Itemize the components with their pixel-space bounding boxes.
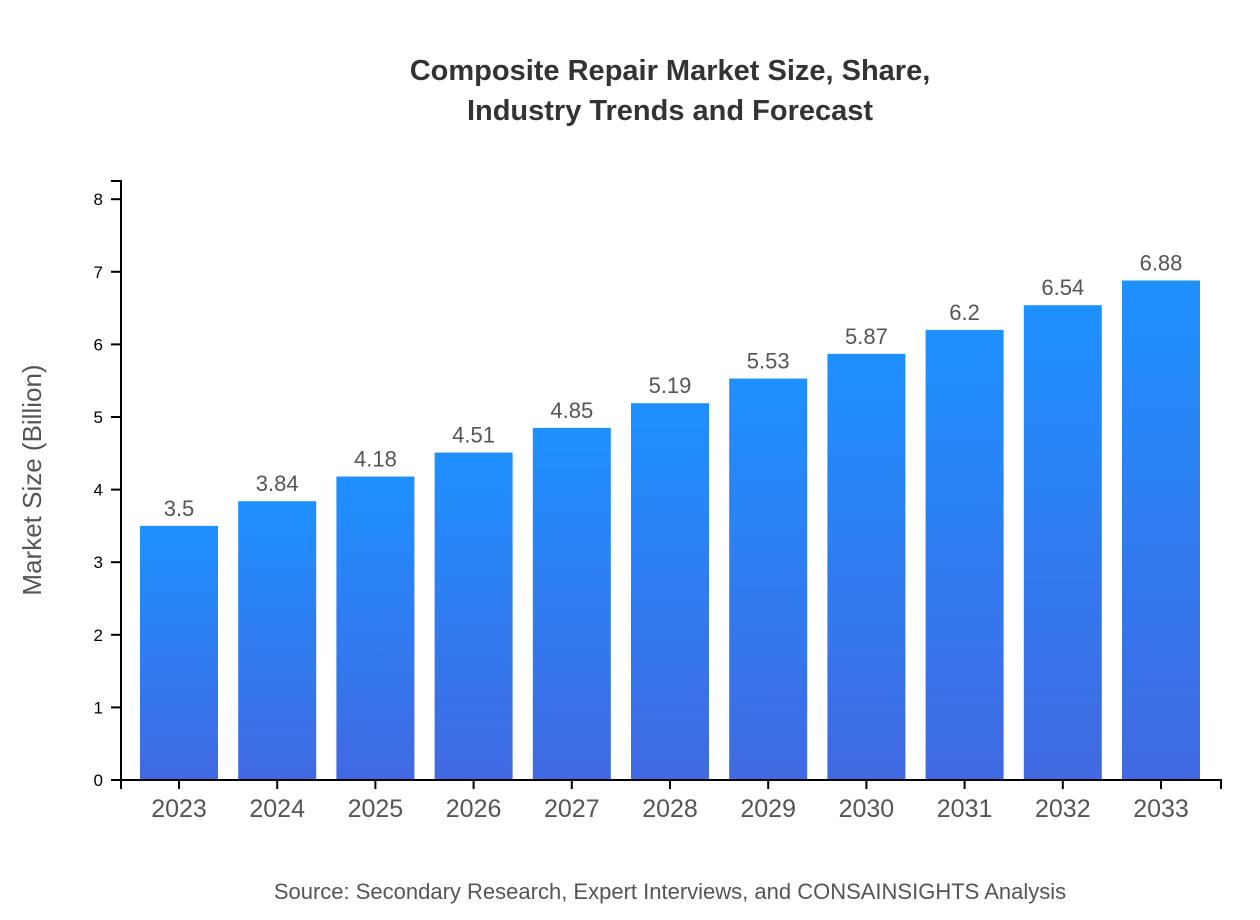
y-tick-label: 5 <box>94 408 103 427</box>
bar-2031 <box>925 329 1004 780</box>
x-tick-label: 2025 <box>348 795 404 823</box>
y-axis-label: Market Size (Billion) <box>17 364 47 595</box>
y-tick-label: 7 <box>94 263 103 282</box>
y-tick-label: 0 <box>94 771 103 790</box>
y-tick-label: 2 <box>94 626 103 645</box>
bar-2030 <box>827 353 906 780</box>
x-tick-label: 2030 <box>839 795 895 823</box>
chart-title-line-1: Composite Repair Market Size, Share, <box>410 55 931 87</box>
data-label-2024: 3.84 <box>256 471 299 496</box>
data-label-2028: 5.19 <box>649 373 692 398</box>
chart-title-line-2: Industry Trends and Forecast <box>467 95 873 127</box>
bar-2026 <box>434 452 513 780</box>
x-tick-label: 2026 <box>446 795 502 823</box>
bar-2033 <box>1122 280 1200 780</box>
x-tick-label: 2031 <box>937 795 993 823</box>
x-tick-label: 2033 <box>1133 795 1189 823</box>
bars: 3.5 3.84 4.18 4.51 4.85 5.19 5.53 5.87 6.2 6.54 6.… <box>140 251 1200 780</box>
data-label-2032: 6.54 <box>1041 275 1084 300</box>
y-axis-line <box>111 180 122 780</box>
x-tick-label: 2032 <box>1035 795 1091 823</box>
bar-2029 <box>729 378 808 780</box>
bar-2024 <box>238 501 317 780</box>
bar-2027 <box>532 427 611 780</box>
x-tick-label: 2027 <box>544 795 600 823</box>
y-tick-label: 8 <box>94 190 103 209</box>
data-label-2027: 4.85 <box>550 398 593 423</box>
bar-2023 <box>140 525 218 780</box>
y-axis: 0 1 2 3 4 5 6 7 8 <box>94 180 122 790</box>
data-label-2023: 3.5 <box>164 496 195 521</box>
y-tick-label: 1 <box>94 698 103 717</box>
x-tick-label: 2029 <box>740 795 796 823</box>
x-tick-label: 2023 <box>151 795 207 823</box>
y-tick-label: 4 <box>94 481 103 500</box>
x-axis-line <box>120 779 1222 789</box>
data-label-2026: 4.51 <box>452 423 495 448</box>
source-note: Source: Secondary Research, Expert Inter… <box>274 879 1066 904</box>
data-label-2029: 5.53 <box>747 349 790 374</box>
data-label-2030: 5.87 <box>845 324 888 349</box>
bar-2025 <box>336 476 415 780</box>
bar-2028 <box>631 403 709 780</box>
y-tick-label: 6 <box>94 335 103 354</box>
bar-2032 <box>1023 305 1102 780</box>
x-tick-label: 2028 <box>642 795 698 823</box>
x-axis: 2023 2024 2025 2026 2027 2028 2029 2030 2031 2032… <box>120 779 1222 823</box>
data-label-2031: 6.2 <box>949 300 980 325</box>
data-label-2025: 4.18 <box>354 447 397 472</box>
data-label-2033: 6.88 <box>1140 251 1183 276</box>
x-tick-label: 2024 <box>249 795 305 823</box>
y-tick-label: 3 <box>94 553 103 572</box>
